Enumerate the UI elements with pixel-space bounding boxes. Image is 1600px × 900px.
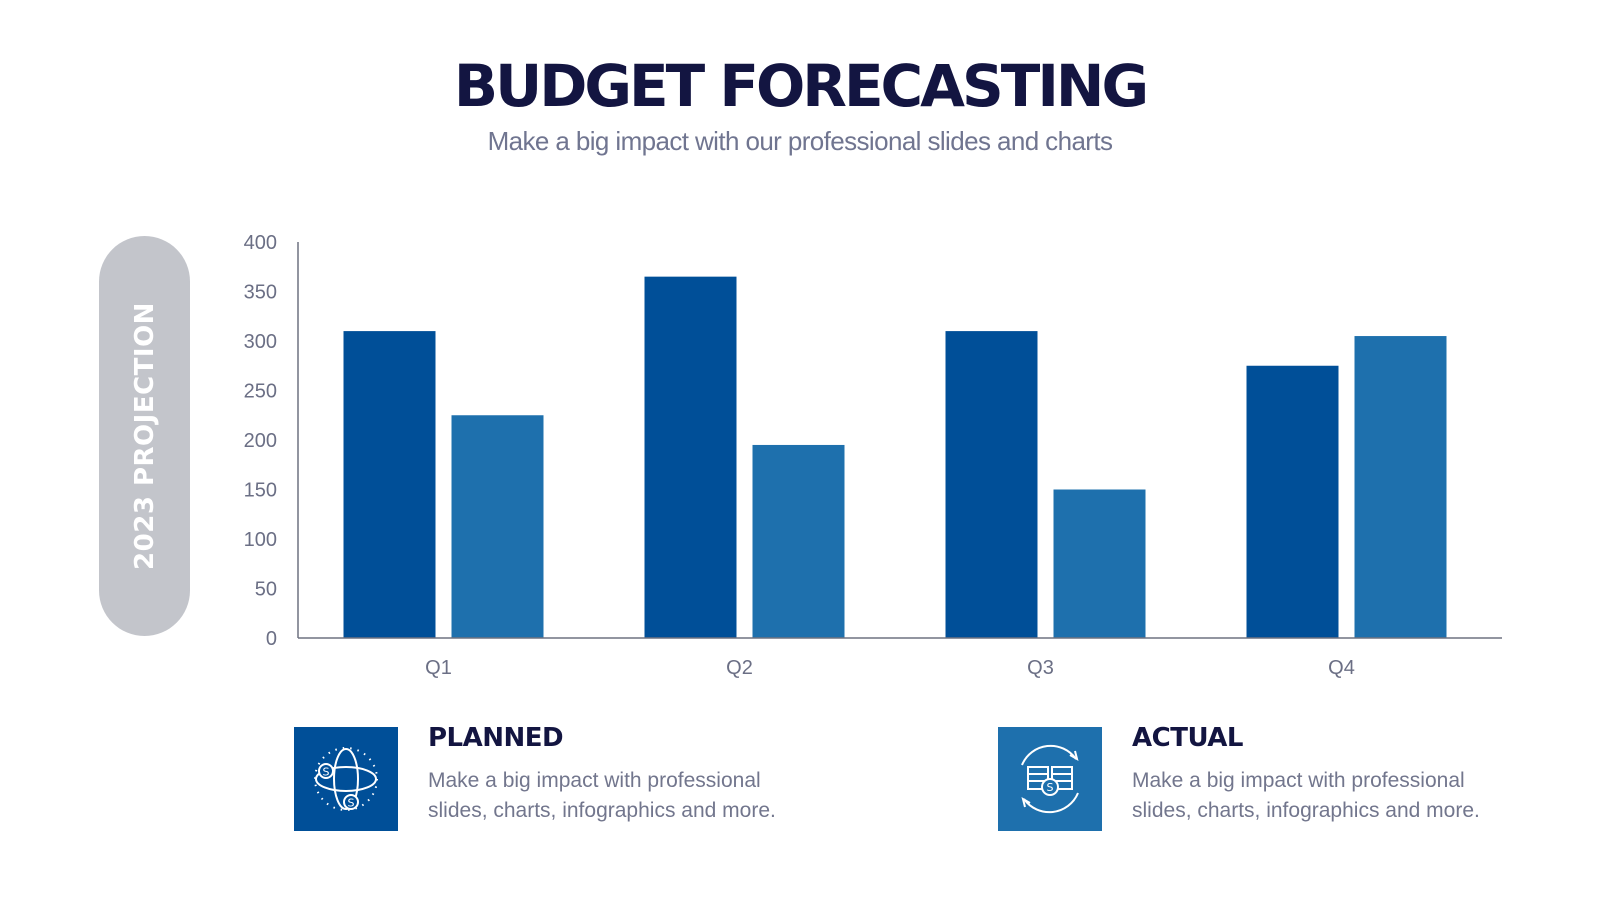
svg-text:S: S: [1047, 781, 1054, 794]
x-tick-label: Q1: [425, 657, 452, 679]
x-tick-label: Q4: [1328, 657, 1355, 679]
bar-actual-q3: [1053, 489, 1146, 638]
bar-planned-q2: [644, 276, 737, 638]
svg-text:S: S: [323, 766, 330, 779]
x-axis-labels: Q1 Q2 Q3 Q4: [425, 657, 1355, 679]
planned-icon-box: S S: [294, 727, 398, 831]
bar-planned-q1: [343, 331, 436, 638]
bar-actual-q1: [451, 415, 544, 638]
x-tick-label: Q2: [726, 657, 753, 679]
y-tick-label: 100: [244, 529, 277, 551]
globe-money-orbit-icon: S S: [314, 747, 378, 811]
bar-planned-q4: [1246, 365, 1339, 638]
y-axis-ticks: 0 50 100 150 200 250 300 350 400: [244, 232, 277, 650]
legend-title-planned: PLANNED: [428, 723, 564, 753]
x-tick-label: Q3: [1027, 657, 1054, 679]
bar-actual-q2: [752, 444, 845, 638]
actual-icon-box: S: [998, 727, 1102, 831]
legend-title-actual: ACTUAL: [1132, 723, 1243, 753]
y-tick-label: 50: [255, 579, 277, 601]
y-tick-label: 0: [266, 628, 277, 650]
page-title: BUDGET FORECASTING: [453, 52, 1149, 120]
y-tick-label: 200: [244, 430, 277, 452]
legend-desc-actual-line2: slides, charts, infographics and more.: [1132, 799, 1480, 822]
bar-planned-q3: [945, 331, 1038, 638]
svg-text:S: S: [348, 797, 355, 810]
bar-chart: 0 50 100 150 200 250 300 350 400 Q1 Q2 Q3 Q4: [244, 232, 1502, 679]
page-subtitle: Make a big impact with our professional …: [487, 126, 1113, 156]
bars: [343, 276, 1447, 638]
y-tick-label: 400: [244, 232, 277, 254]
projection-pill: [99, 236, 190, 636]
bar-actual-q4: [1354, 336, 1447, 638]
cash-cycle-icon: S: [1021, 744, 1079, 814]
y-tick-label: 350: [244, 282, 277, 304]
legend-desc-planned-line2: slides, charts, infographics and more.: [428, 799, 776, 822]
y-tick-label: 250: [244, 381, 277, 403]
y-tick-label: 150: [244, 480, 277, 502]
y-tick-label: 300: [244, 331, 277, 353]
legend-desc-planned-line1: Make a big impact with professional: [428, 769, 761, 792]
legend-desc-actual-line1: Make a big impact with professional: [1132, 769, 1465, 792]
